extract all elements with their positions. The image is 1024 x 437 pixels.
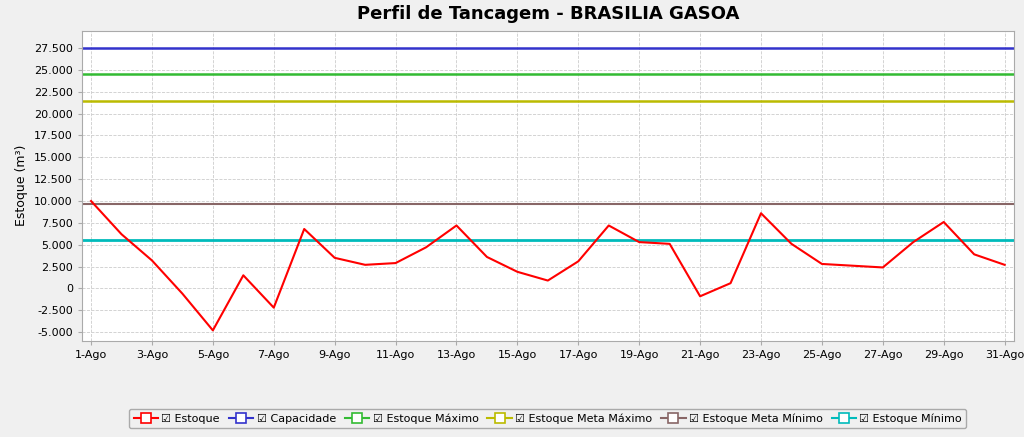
Legend: ☑ Estoque, ☑ Capacidade, ☑ Estoque Máximo, ☑ Estoque Meta Máximo, ☑ Estoque Meta: ☑ Estoque, ☑ Capacidade, ☑ Estoque Máxim… bbox=[129, 409, 967, 428]
Y-axis label: Estoque (m³): Estoque (m³) bbox=[15, 145, 29, 226]
Title: Perfil de Tancagem - BRASILIA GASOA: Perfil de Tancagem - BRASILIA GASOA bbox=[356, 6, 739, 24]
